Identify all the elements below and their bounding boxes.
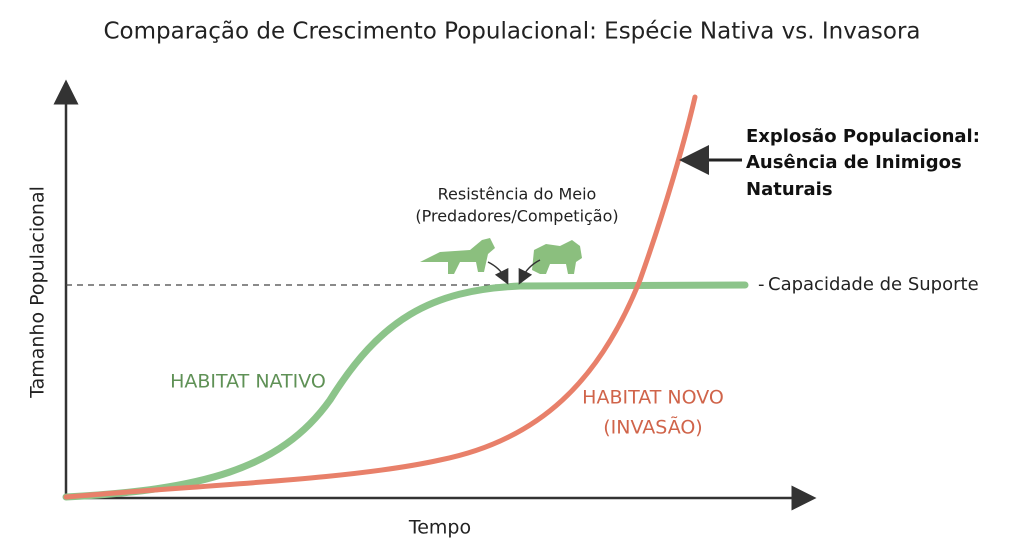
resistance-label: (Predadores/Competição) [415,207,618,226]
explosion-label: Explosão Populacional: [746,126,980,147]
explosion-label: Naturais [746,179,833,200]
native-label: HABITAT NATIVO [170,371,326,393]
resistance-label: Resistência do Meio [438,185,597,204]
predator-icons [420,238,582,274]
explosion-label: Ausência de Inimigos [746,152,962,173]
arrow [487,261,509,285]
invasive-label: (INVASÃO) [603,416,702,439]
invasive-curve [63,94,698,500]
y-label: Tamanho Populacional [27,186,49,399]
arrow [518,259,541,285]
x-label: Tempo [408,517,471,539]
carrying-capacity-label: Capacidade de Suporte [768,274,979,295]
title: Comparação de Crescimento Populacional: … [103,19,920,45]
dash: - [758,274,765,295]
invasive-label: HABITAT NOVO [582,387,724,409]
native-curve [62,281,749,501]
